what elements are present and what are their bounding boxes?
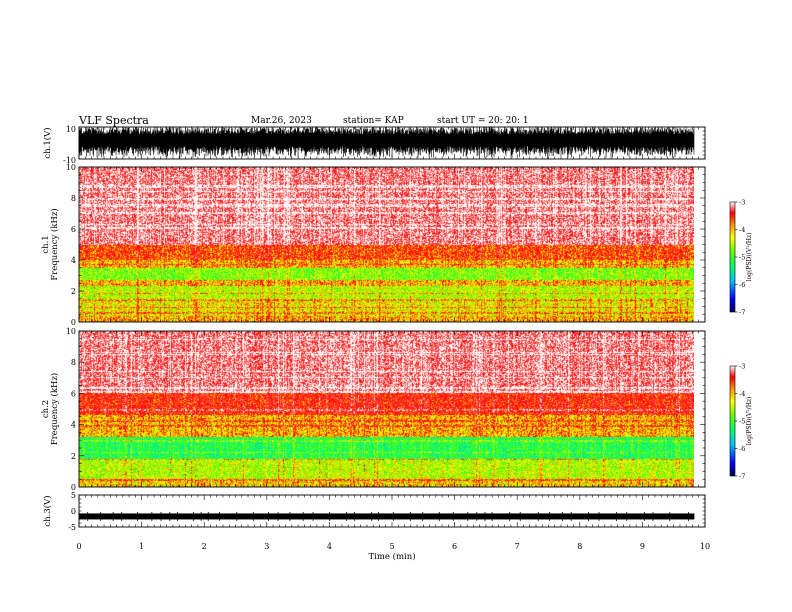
ch3-y-tick-label: -5 xyxy=(68,523,76,532)
x-tick-label: 5 xyxy=(389,542,394,551)
x-tick-label: 0 xyxy=(76,542,81,551)
ch2-spectrogram-colorbar-tick-label: -6 xyxy=(739,445,745,453)
ch1-spectrogram-colorbar-label: log(PSD)(V²/Hz) xyxy=(746,233,753,282)
ch2-spectrogram-image xyxy=(79,331,694,487)
ch1-waveform-line xyxy=(78,126,695,159)
x-tick-label: 10 xyxy=(700,542,710,551)
x-tick-label: 9 xyxy=(640,542,645,551)
figure-title: VLF Spectra xyxy=(79,114,149,127)
date-label: Mar.26, 2023 xyxy=(251,116,312,126)
x-tick-label: 8 xyxy=(577,542,582,551)
ch1-spectrogram-y-tick-label: 10 xyxy=(66,163,76,172)
x-tick-label: 1 xyxy=(139,542,144,551)
ch2-spectrogram-y-axis-label-line2: Frequency (kHz) xyxy=(49,373,60,445)
ch1-spectrogram-y-axis-label-line1: ch.1 xyxy=(41,235,51,253)
ch2-spectrogram-y-tick-label: 8 xyxy=(71,358,76,367)
ch1-spectrogram-colorbar-tick-label: -3 xyxy=(739,199,745,207)
ch2-spectrogram-colorbar xyxy=(729,365,736,477)
x-tick-label: 4 xyxy=(327,542,332,551)
ch1-spectrogram-colorbar-tick-label: -4 xyxy=(739,226,745,234)
x-tick-label: 6 xyxy=(452,542,457,551)
ch2-spectrogram-y-tick-label: 4 xyxy=(71,421,76,430)
ch1-spectrogram-y-tick-label: 2 xyxy=(71,287,76,296)
ch2-spectrogram-colorbar-tick-label: -5 xyxy=(739,418,745,426)
ch1-spectrogram-colorbar-tick-label: -6 xyxy=(739,281,745,289)
ch2-spectrogram-y-axis-label-line1: ch.2 xyxy=(41,400,51,418)
ch2-spectrogram-colorbar-tick-label: -3 xyxy=(739,363,745,371)
ch3-y-axis-label: ch.3(V) xyxy=(42,495,53,526)
ch1-y-tick-label: -10 xyxy=(63,156,76,165)
station-label: station= KAP xyxy=(343,116,404,126)
ch3-y-tick-label: 0 xyxy=(71,507,76,516)
ch3-waveform-band xyxy=(79,513,695,520)
ch2-spectrogram-y-tick-label: 6 xyxy=(71,389,76,398)
ch1-y-tick-label: 10 xyxy=(66,125,76,134)
x-axis-label: Time (min) xyxy=(368,551,415,562)
ch1-spectrogram-y-tick-label: 0 xyxy=(71,318,76,327)
ch1-spectrogram-y-axis-label-line2: Frequency (kHz) xyxy=(49,208,60,280)
x-tick-label: 2 xyxy=(202,542,207,551)
ch1-y-axis-label: ch.1(V) xyxy=(42,127,53,158)
ch1-spectrogram-colorbar-tick-label: -7 xyxy=(739,309,745,317)
ch2-spectrogram-colorbar-tick-label: -7 xyxy=(739,473,745,481)
start-time-label: start UT = 20: 20: 1 xyxy=(437,116,529,126)
ch2-spectrogram-colorbar-label: log(PSD)(V²/Hz) xyxy=(746,397,753,446)
x-tick-label: 3 xyxy=(264,542,269,551)
ch2-spectrogram-y-tick-label: 0 xyxy=(71,483,76,492)
ch2-spectrogram-y-tick-label: 10 xyxy=(66,327,76,336)
ch3-y-tick-label: 5 xyxy=(71,491,76,500)
ch1-spectrogram-y-tick-label: 4 xyxy=(71,256,76,265)
ch1-spectrogram-y-tick-label: 8 xyxy=(71,194,76,203)
ch2-spectrogram-colorbar-tick-label: -4 xyxy=(739,390,745,398)
ch2-spectrogram-y-tick-label: 2 xyxy=(71,452,76,461)
x-tick-label: 7 xyxy=(515,542,520,551)
ch1-spectrogram-image xyxy=(79,167,694,322)
ch1-spectrogram-colorbar-tick-label: -5 xyxy=(739,254,745,262)
ch1-spectrogram-colorbar xyxy=(729,201,736,313)
ch1-spectrogram-y-tick-label: 6 xyxy=(71,225,76,234)
